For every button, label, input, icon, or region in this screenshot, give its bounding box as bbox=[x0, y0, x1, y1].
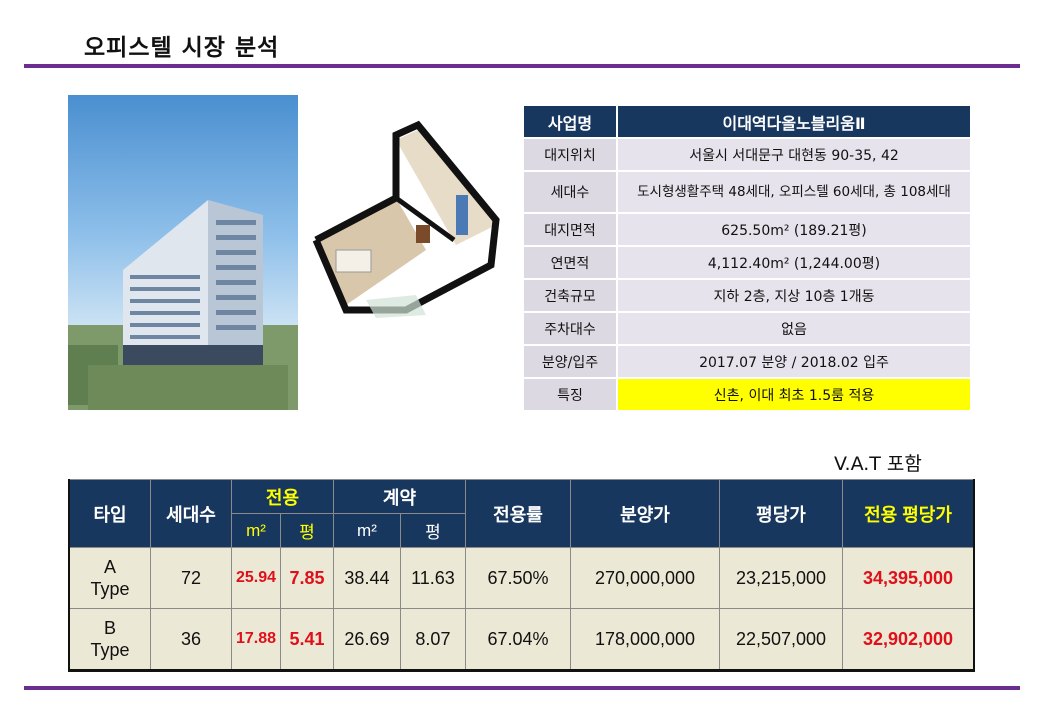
vat-note: V.A.T 포함 bbox=[834, 453, 922, 475]
table-row: A Type 72 25.94 7.85 38.44 11.63 67.50% … bbox=[68, 547, 975, 609]
price-subheader-row: m² 평 m² 평 bbox=[69, 513, 974, 548]
col-exclusive-m2: m² bbox=[231, 513, 281, 548]
col-units: 세대수 bbox=[150, 479, 232, 548]
cell-ratio: 67.50% bbox=[465, 547, 571, 609]
info-value: 지하 2층, 지상 10층 1개동 bbox=[618, 280, 970, 311]
bottom-divider bbox=[24, 686, 1020, 690]
info-row: 세대수 도시형생활주택 48세대, 오피스텔 60세대, 총 108세대 bbox=[524, 172, 970, 212]
col-per-pyeong: 평당가 bbox=[719, 479, 843, 548]
cell-units: 36 bbox=[150, 608, 232, 672]
info-value: 2017.07 분양 / 2018.02 입주 bbox=[618, 346, 970, 377]
info-value: 도시형생활주택 48세대, 오피스텔 60세대, 총 108세대 bbox=[618, 172, 970, 212]
price-table: 타입 세대수 전용 계약 전용률 분양가 평당가 전용 평당가 m² 평 m² … bbox=[68, 479, 975, 672]
cell-per-pyeong: 22,507,000 bbox=[719, 608, 843, 672]
cell-exclusive-pyeong: 7.85 bbox=[280, 547, 334, 609]
col-exclusive: 전용 bbox=[231, 479, 334, 514]
cell-type: A Type bbox=[68, 547, 151, 609]
cell-type: B Type bbox=[68, 608, 151, 672]
cell-exclusive-pyeong: 5.41 bbox=[280, 608, 334, 672]
info-key: 대지면적 bbox=[524, 214, 616, 245]
project-info-table: 사업명 이대역다올노블리움Ⅱ 대지위치 서울시 서대문구 대현동 90-35, … bbox=[522, 104, 972, 412]
col-exclusive-pyeong: 평 bbox=[280, 513, 334, 548]
info-row: 대지위치 서울시 서대문구 대현동 90-35, 42 bbox=[524, 139, 970, 170]
info-key: 주차대수 bbox=[524, 313, 616, 344]
cell-units: 72 bbox=[150, 547, 232, 609]
cell-per-pyeong: 23,215,000 bbox=[719, 547, 843, 609]
info-header-row: 사업명 이대역다올노블리움Ⅱ bbox=[524, 106, 970, 137]
info-key: 연면적 bbox=[524, 247, 616, 278]
info-row: 대지면적 625.50m² (189.21평) bbox=[524, 214, 970, 245]
cell-price: 270,000,000 bbox=[570, 547, 720, 609]
cell-contract-pyeong: 11.63 bbox=[399, 547, 467, 609]
price-header-row: 타입 세대수 전용 계약 전용률 분양가 평당가 전용 평당가 bbox=[68, 479, 975, 548]
cell-contract-m2: 26.69 bbox=[332, 608, 401, 672]
col-contract-m2: m² bbox=[332, 513, 401, 548]
table-row: B Type 36 17.88 5.41 26.69 8.07 67.04% 1… bbox=[68, 608, 975, 672]
info-row: 분양/입주 2017.07 분양 / 2018.02 입주 bbox=[524, 346, 970, 377]
page-title: 오피스텔 시장 분석 bbox=[84, 35, 280, 61]
info-value: 없음 bbox=[618, 313, 970, 344]
cell-exclusive-m2: 17.88 bbox=[231, 608, 281, 672]
cell-contract-m2: 38.44 bbox=[332, 547, 401, 609]
col-type: 타입 bbox=[68, 479, 151, 548]
info-key: 대지위치 bbox=[524, 139, 616, 170]
col-ratio: 전용률 bbox=[465, 479, 571, 548]
floor-plan-image bbox=[306, 100, 512, 330]
col-contract: 계약 bbox=[332, 479, 467, 514]
info-header-key: 사업명 bbox=[524, 106, 616, 137]
info-row: 주차대수 없음 bbox=[524, 313, 970, 344]
info-value-highlight: 신촌, 이대 최초 1.5룸 적용 bbox=[618, 379, 970, 410]
info-row: 건축규모 지하 2층, 지상 10층 1개동 bbox=[524, 280, 970, 311]
info-value: 4,112.40m² (1,244.00평) bbox=[618, 247, 970, 278]
cell-ratio: 67.04% bbox=[465, 608, 571, 672]
cell-exclusive-per-pyeong: 32,902,000 bbox=[842, 608, 975, 672]
top-divider bbox=[24, 64, 1020, 68]
building-image bbox=[68, 95, 298, 410]
cell-price: 178,000,000 bbox=[570, 608, 720, 672]
info-key: 세대수 bbox=[524, 172, 616, 212]
cell-exclusive-m2: 25.94 bbox=[231, 547, 281, 609]
cell-exclusive-per-pyeong: 34,395,000 bbox=[842, 547, 975, 609]
col-contract-pyeong: 평 bbox=[399, 513, 467, 548]
info-row: 연면적 4,112.40m² (1,244.00평) bbox=[524, 247, 970, 278]
info-row-feature: 특징 신촌, 이대 최초 1.5룸 적용 bbox=[524, 379, 970, 410]
info-key: 건축규모 bbox=[524, 280, 616, 311]
col-price: 분양가 bbox=[570, 479, 720, 548]
info-key: 특징 bbox=[524, 379, 616, 410]
col-exclusive-per-pyeong: 전용 평당가 bbox=[842, 479, 975, 548]
info-value: 서울시 서대문구 대현동 90-35, 42 bbox=[618, 139, 970, 170]
info-header-value: 이대역다올노블리움Ⅱ bbox=[618, 106, 970, 137]
info-value: 625.50m² (189.21평) bbox=[618, 214, 970, 245]
cell-contract-pyeong: 8.07 bbox=[399, 608, 467, 672]
info-key: 분양/입주 bbox=[524, 346, 616, 377]
